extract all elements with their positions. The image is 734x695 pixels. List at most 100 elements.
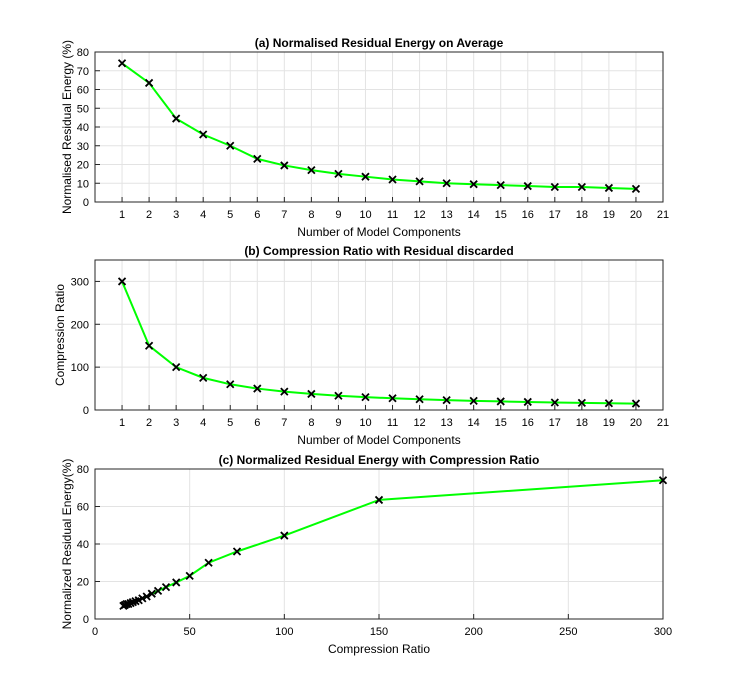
y-tick-label: 60: [77, 502, 89, 514]
data-point: [415, 177, 424, 186]
x-tick-label: 100: [275, 626, 293, 638]
x-tick-label: 14: [468, 209, 480, 221]
data-point: [604, 399, 614, 408]
data-point: [658, 476, 668, 485]
x-tick-label: 1: [119, 209, 125, 221]
data-point: [496, 180, 505, 190]
x-tick-label: 17: [549, 417, 561, 429]
data-point: [604, 183, 614, 193]
chart-title: (c) Normalized Residual Energy with Comp…: [219, 453, 540, 467]
data-point: [442, 179, 451, 188]
chart-title: (b) Compression Ratio with Residual disc…: [244, 244, 513, 258]
data-point: [442, 395, 451, 405]
x-tick-label: 300: [654, 626, 672, 638]
y-tick-label: 60: [77, 85, 89, 97]
x-tick-label: 15: [495, 209, 507, 221]
data-point: [388, 394, 397, 403]
y-tick-label: 200: [71, 319, 89, 331]
y-tick-label: 40: [77, 122, 89, 134]
x-tick-label: 4: [200, 209, 206, 221]
x-tick-label: 8: [308, 417, 314, 429]
data-point: [199, 373, 208, 382]
data-point: [253, 384, 262, 393]
y-tick-label: 30: [77, 141, 89, 153]
data-point: [469, 180, 478, 189]
data-point: [119, 601, 128, 611]
series-line: [121, 281, 636, 405]
x-tick-label: 9: [335, 209, 341, 221]
data-point: [307, 165, 316, 175]
y-axis-label: Compression Ratio: [53, 284, 67, 386]
data-point: [523, 181, 532, 191]
x-tick-label: 50: [184, 626, 196, 638]
y-tick-label: 300: [71, 276, 89, 288]
chart-title: (a) Normalised Residual Energy on Averag…: [255, 36, 504, 50]
x-tick-label: 2: [146, 209, 152, 221]
data-point: [550, 398, 559, 407]
x-tick-label: 250: [559, 626, 577, 638]
data-point: [334, 169, 343, 179]
x-tick-label: 11: [387, 209, 398, 221]
data-point: [280, 531, 289, 540]
x-tick-label: 13: [440, 209, 452, 221]
y-tick-label: 0: [83, 197, 89, 209]
x-tick-label: 200: [464, 626, 482, 638]
x-tick-label: 0: [92, 626, 98, 638]
x-tick-label: 16: [522, 417, 534, 429]
x-tick-label: 10: [359, 417, 371, 429]
data-point: [280, 161, 289, 170]
data-point: [172, 363, 181, 372]
data-point: [199, 130, 208, 139]
data-point: [117, 59, 127, 68]
axes-box: [94, 259, 664, 411]
x-axis-label: Compression Ratio: [328, 642, 430, 656]
x-tick-label: 6: [254, 417, 260, 429]
x-tick-label: 150: [370, 626, 388, 638]
data-point: [144, 78, 154, 88]
y-tick-label: 80: [77, 464, 89, 476]
y-tick-label: 20: [77, 160, 89, 172]
y-axis-label: Normalised Residual Energy (%): [60, 40, 74, 214]
x-tick-label: 19: [603, 209, 615, 221]
data-point: [128, 597, 138, 607]
y-tick-label: 50: [77, 103, 89, 115]
data-point: [147, 589, 156, 598]
data-point: [307, 389, 316, 399]
data-point: [523, 397, 532, 407]
data-point: [144, 341, 154, 350]
x-tick-label: 12: [413, 417, 425, 429]
x-tick-label: 2: [146, 417, 152, 429]
data-point: [232, 547, 242, 556]
x-tick-label: 14: [468, 417, 480, 429]
data-point: [185, 571, 194, 581]
x-tick-label: 18: [576, 209, 588, 221]
data-point: [550, 182, 559, 192]
x-tick-label: 17: [549, 209, 561, 221]
data-point: [253, 154, 262, 164]
data-point: [577, 182, 586, 192]
x-tick-label: 15: [495, 417, 507, 429]
data-point: [117, 277, 127, 286]
x-axis-label: Number of Model Components: [297, 433, 460, 447]
data-point: [334, 391, 343, 400]
x-tick-label: 3: [173, 417, 179, 429]
x-tick-label: 10: [359, 209, 371, 221]
data-point: [172, 114, 181, 123]
x-tick-label: 1: [119, 417, 125, 429]
data-point: [374, 495, 384, 505]
x-tick-label: 6: [254, 209, 260, 221]
y-tick-label: 0: [83, 405, 89, 417]
subplot-1: 1 2 3 4 5 6 7 8 9 10 11 12 13 14 15 16 17 18 19 20 210102030…: [60, 36, 669, 239]
plot-area: [95, 260, 663, 410]
data-point: [631, 184, 641, 194]
y-tick-label: 70: [77, 66, 89, 78]
data-point: [415, 395, 424, 404]
series-line: [121, 62, 636, 190]
data-point: [172, 578, 181, 587]
y-axis-label: Normalized Residual Energy(%): [60, 459, 74, 630]
y-tick-label: 100: [71, 362, 89, 374]
data-point: [153, 586, 163, 596]
x-tick-label: 20: [630, 417, 642, 429]
y-tick-label: 20: [77, 577, 89, 589]
